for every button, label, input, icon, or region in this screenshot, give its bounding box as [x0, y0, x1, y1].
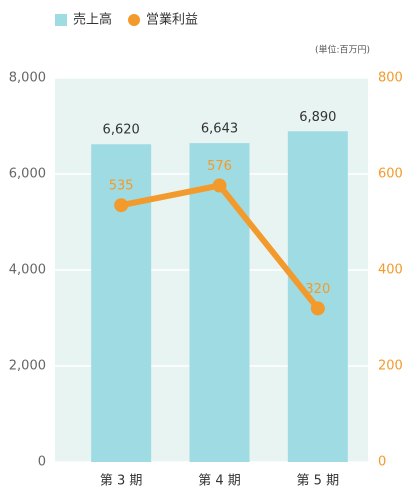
data-label: 535 — [109, 179, 134, 194]
point — [212, 178, 227, 193]
y2-tick-label: 0 — [378, 455, 386, 470]
x-tick-label: 第 3 期 — [100, 474, 143, 487]
y2-tick-label: 400 — [378, 263, 403, 278]
bar — [189, 143, 250, 463]
data-label: 576 — [207, 159, 232, 174]
x-tick-label: 第 5 期 — [297, 474, 340, 487]
point — [114, 198, 129, 213]
y-tick-label: 4,000 — [9, 263, 46, 278]
y-tick-label: 2,000 — [9, 359, 46, 374]
bar — [287, 131, 348, 462]
x-tick-label: 第 4 期 — [198, 474, 241, 487]
data-label: 6,643 — [201, 122, 238, 137]
legend-label: 営業利益 — [146, 12, 198, 28]
bar — [91, 144, 152, 463]
y-tick-label: 0 — [38, 455, 46, 470]
y-tick-label: 6,000 — [9, 167, 46, 182]
data-label: 320 — [305, 282, 330, 297]
data-label: 6,890 — [299, 110, 336, 125]
data-label: 6,620 — [103, 123, 140, 138]
unit-note: (単位:百万円) — [315, 44, 370, 56]
legend-label: 売上高 — [73, 12, 112, 28]
legend-swatch — [128, 14, 141, 26]
y2-tick-label: 200 — [378, 359, 403, 374]
legend-swatch — [55, 14, 67, 26]
y2-tick-label: 600 — [378, 167, 403, 182]
y2-tick-label: 800 — [378, 71, 403, 86]
point — [310, 301, 325, 316]
y-tick-label: 8,000 — [9, 71, 46, 86]
